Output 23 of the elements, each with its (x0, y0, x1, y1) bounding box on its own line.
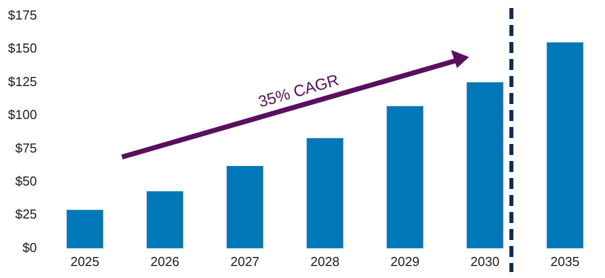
x-tick-label: 2029 (390, 254, 420, 269)
bar (386, 106, 424, 248)
x-tick-label: 2027 (230, 254, 260, 269)
y-tick-label: $25 (15, 206, 37, 222)
y-tick-label: $0 (22, 240, 37, 255)
bar (226, 166, 264, 248)
bar (466, 82, 504, 248)
x-tick-label: 2035 (550, 254, 580, 269)
x-tick-label: 2028 (310, 254, 340, 269)
y-tick-label: $100 (8, 107, 37, 122)
x-tick-label: 2026 (150, 254, 180, 269)
bar (146, 191, 184, 248)
y-tick-label: $75 (15, 140, 37, 156)
x-tick-label: 2030 (470, 254, 500, 269)
y-tick-label: $50 (15, 174, 37, 189)
x-tick-label: 2025 (70, 254, 100, 269)
bar (66, 210, 104, 248)
annotation: 35% CAGR (256, 72, 341, 112)
y-tick-label: $150 (8, 40, 37, 56)
bar (546, 42, 584, 248)
bar (306, 138, 344, 248)
y-tick-label: $175 (8, 7, 37, 22)
y-tick-label: $125 (8, 74, 37, 89)
